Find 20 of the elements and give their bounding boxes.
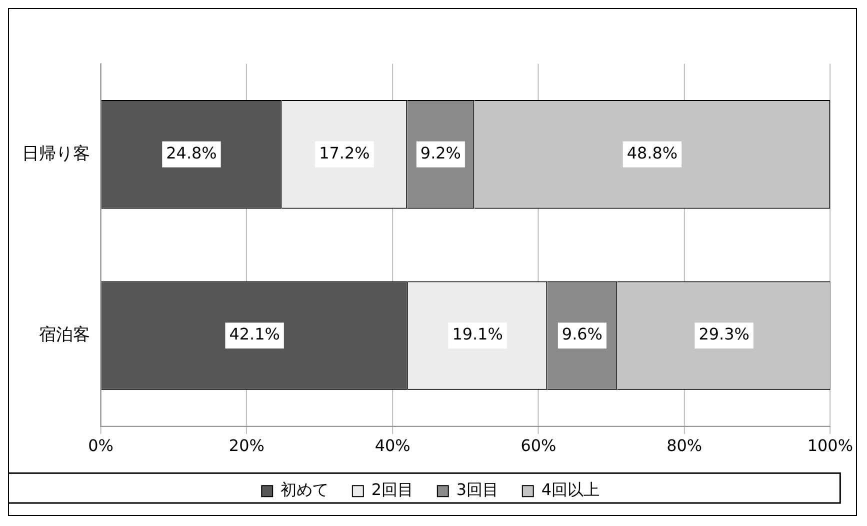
data-label: 48.8% xyxy=(626,144,678,163)
legend-label: 2回目 xyxy=(371,480,414,500)
y-tick-label: 日帰り客 xyxy=(22,142,90,163)
data-label: 19.1% xyxy=(452,324,503,344)
legend-label: 3回目 xyxy=(456,480,499,500)
x-tick-label: 20% xyxy=(228,436,264,455)
x-tick-label: 0% xyxy=(88,436,114,455)
data-label: 9.2% xyxy=(420,144,461,163)
x-tick-label: 80% xyxy=(666,436,702,455)
data-label: 17.2% xyxy=(319,144,370,163)
legend-label: 4回以上 xyxy=(541,480,600,500)
y-tick-label: 宿泊客 xyxy=(38,324,90,344)
x-tick-label: 100% xyxy=(807,436,853,455)
legend-label: 初めて xyxy=(280,480,329,500)
x-tick-label: 60% xyxy=(520,436,556,455)
data-label: 29.3% xyxy=(698,324,750,344)
x-tick-label: 40% xyxy=(374,436,410,455)
data-label: 9.6% xyxy=(562,324,602,344)
data-label: 24.8% xyxy=(166,144,217,163)
data-label: 42.1% xyxy=(229,324,280,344)
